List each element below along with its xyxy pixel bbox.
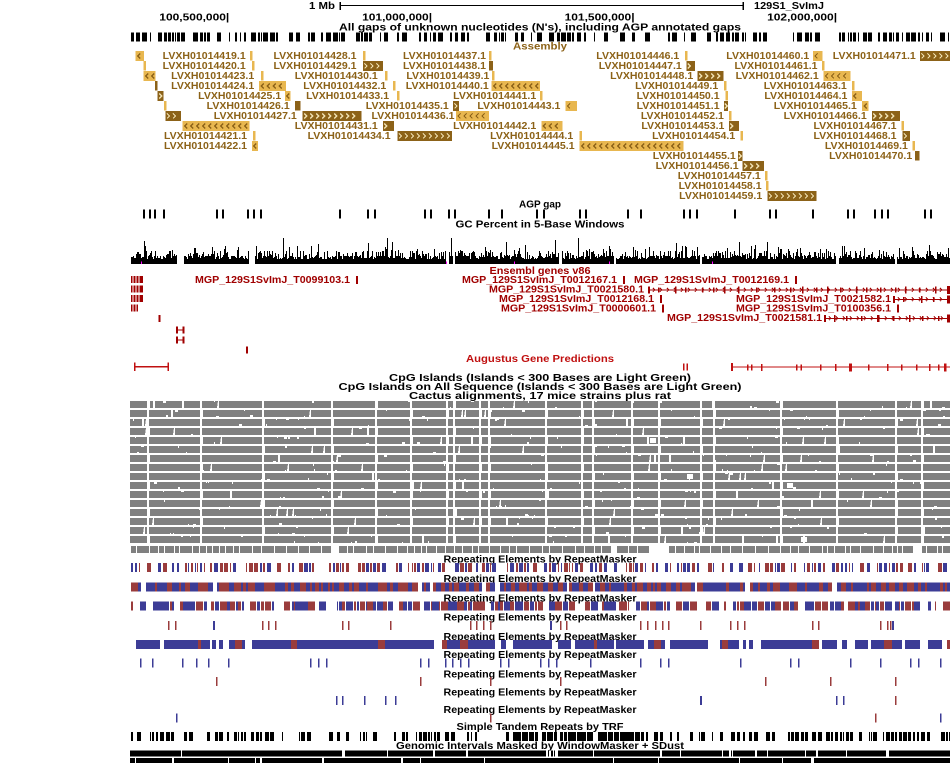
svg-text:CpG Islands (Islands < 300 Bas: CpG Islands (Islands < 300 Bases are Lig… (389, 373, 691, 384)
svg-text:LVXH01014445.1: LVXH01014445.1 (492, 141, 576, 152)
svg-text:LVXH01014452.1: LVXH01014452.1 (641, 111, 725, 122)
svg-text:LVXH01014425.1: LVXH01014425.1 (198, 91, 282, 102)
svg-text:LVXH01014437.1: LVXH01014437.1 (403, 51, 487, 62)
svg-text:LVXH01014431.1: LVXH01014431.1 (295, 121, 379, 132)
svg-text:LVXH01014464.1: LVXH01014464.1 (764, 91, 848, 102)
svg-text:LVXH01014460.1: LVXH01014460.1 (726, 51, 810, 62)
svg-text:CpG Islands on All Sequence (I: CpG Islands on All Sequence (Islands < 3… (339, 382, 742, 393)
svg-text:LVXH01014465.1: LVXH01014465.1 (774, 101, 858, 112)
svg-text:Augustus Gene Predictions: Augustus Gene Predictions (466, 354, 615, 365)
svg-text:Genomic Intervals Masked by Wi: Genomic Intervals Masked by WindowMasker… (396, 741, 685, 752)
svg-text:LVXH01014461.1: LVXH01014461.1 (735, 61, 819, 72)
svg-text:LVXH01014432.1: LVXH01014432.1 (303, 81, 387, 92)
svg-text:LVXH01014430.1: LVXH01014430.1 (295, 71, 379, 82)
svg-text:MGP_129S1SvImJ_T0000601.1: MGP_129S1SvImJ_T0000601.1 (501, 304, 657, 315)
svg-text:MGP_129S1SvImJ_T0012169.1: MGP_129S1SvImJ_T0012169.1 (634, 275, 790, 286)
svg-text:LVXH01014426.1: LVXH01014426.1 (207, 101, 291, 112)
svg-text:LVXH01014458.1: LVXH01014458.1 (679, 181, 763, 192)
svg-text:Repeating Elements by RepeatMa: Repeating Elements by RepeatMasker (444, 632, 637, 643)
svg-text:LVXH01014447.1: LVXH01014447.1 (599, 61, 683, 72)
svg-text:LVXH01014439.1: LVXH01014439.1 (406, 71, 490, 82)
svg-text:MGP_129S1SvImJ_T0021581.1: MGP_129S1SvImJ_T0021581.1 (667, 313, 823, 324)
svg-text:LVXH01014466.1: LVXH01014466.1 (784, 111, 868, 122)
svg-text:LVXH01014453.1: LVXH01014453.1 (641, 121, 725, 132)
svg-text:LVXH01014440.1: LVXH01014440.1 (406, 81, 490, 92)
svg-text:LVXH01014436.1: LVXH01014436.1 (372, 111, 456, 122)
svg-text:AGP gap: AGP gap (519, 200, 561, 211)
svg-text:LVXH01014420.1: LVXH01014420.1 (163, 61, 247, 72)
svg-text:LVXH01014419.1: LVXH01014419.1 (163, 51, 247, 62)
svg-text:LVXH01014467.1: LVXH01014467.1 (814, 121, 898, 132)
svg-text:Simple Tandem Repeats by TRF: Simple Tandem Repeats by TRF (457, 722, 624, 733)
svg-text:LVXH01014454.1: LVXH01014454.1 (652, 131, 736, 142)
svg-text:LVXH01014434.1: LVXH01014434.1 (308, 131, 392, 142)
svg-text:100,500,000|: 100,500,000| (159, 13, 229, 24)
svg-text:LVXH01014470.1: LVXH01014470.1 (829, 151, 913, 162)
svg-text:LVXH01014444.1: LVXH01014444.1 (490, 131, 574, 142)
svg-text:LVXH01014449.1: LVXH01014449.1 (635, 81, 719, 92)
svg-text:LVXH01014462.1: LVXH01014462.1 (736, 71, 820, 82)
svg-text:LVXH01014443.1: LVXH01014443.1 (477, 101, 561, 112)
svg-text:MGP_129S1SvImJ_T0012168.1: MGP_129S1SvImJ_T0012168.1 (499, 294, 655, 305)
svg-text:LVXH01014438.1: LVXH01014438.1 (403, 61, 487, 72)
svg-text:LVXH01014459.1: LVXH01014459.1 (679, 191, 763, 202)
svg-text:Cactus alignments, 17 mice str: Cactus alignments, 17 mice strains plus … (409, 391, 672, 402)
svg-text:101,000,000|: 101,000,000| (362, 13, 432, 24)
svg-text:LVXH01014424.1: LVXH01014424.1 (171, 81, 255, 92)
svg-text:Repeating Elements by RepeatMa: Repeating Elements by RepeatMasker (444, 688, 637, 699)
svg-text:MGP_129S1SvImJ_T0021580.1: MGP_129S1SvImJ_T0021580.1 (489, 285, 645, 296)
svg-text:LVXH01014423.1: LVXH01014423.1 (171, 71, 255, 82)
svg-text:Repeating Elements by RepeatMa: Repeating Elements by RepeatMasker (444, 574, 637, 585)
svg-text:LVXH01014446.1: LVXH01014446.1 (596, 51, 680, 62)
svg-text:GC Percent in 5-Base Windows: GC Percent in 5-Base Windows (456, 220, 626, 231)
svg-text:LVXH01014450.1: LVXH01014450.1 (637, 91, 721, 102)
svg-text:LVXH01014429.1: LVXH01014429.1 (274, 61, 358, 72)
svg-text:MGP_129S1SvImJ_T0012167.1: MGP_129S1SvImJ_T0012167.1 (462, 275, 618, 286)
svg-text:LVXH01014457.1: LVXH01014457.1 (678, 171, 762, 182)
svg-text:MGP_129S1SvImJ_T0021582.1: MGP_129S1SvImJ_T0021582.1 (736, 294, 892, 305)
svg-text:LVXH01014469.1: LVXH01014469.1 (825, 141, 909, 152)
svg-text:Assembly: Assembly (513, 42, 568, 53)
svg-text:LVXH01014448.1: LVXH01014448.1 (610, 71, 694, 82)
svg-text:Repeating Elements by RepeatMa: Repeating Elements by RepeatMasker (444, 594, 637, 605)
svg-text:Repeating Elements by RepeatMa: Repeating Elements by RepeatMasker (444, 705, 637, 716)
svg-text:Repeating Elements by RepeatMa: Repeating Elements by RepeatMasker (444, 555, 637, 566)
svg-text:Ensembl genes v86: Ensembl genes v86 (490, 266, 592, 277)
svg-text:102,000,000|: 102,000,000| (767, 13, 837, 24)
svg-text:LVXH01014471.1: LVXH01014471.1 (833, 51, 917, 62)
svg-text:101,500,000|: 101,500,000| (565, 13, 635, 24)
svg-text:LVXH01014421.1: LVXH01014421.1 (164, 131, 248, 142)
svg-text:Repeating Elements by RepeatMa: Repeating Elements by RepeatMasker (444, 650, 637, 661)
svg-text:129S1_SvImJ: 129S1_SvImJ (754, 1, 824, 12)
svg-text:LVXH01014422.1: LVXH01014422.1 (164, 141, 248, 152)
svg-text:LVXH01014435.1: LVXH01014435.1 (366, 101, 450, 112)
svg-text:1 Mb: 1 Mb (309, 1, 335, 12)
svg-text:LVXH01014451.1: LVXH01014451.1 (637, 101, 721, 112)
svg-text:LVXH01014456.1: LVXH01014456.1 (656, 161, 740, 172)
svg-text:LVXH01014455.1: LVXH01014455.1 (653, 151, 737, 162)
svg-text:LVXH01014428.1: LVXH01014428.1 (274, 51, 358, 62)
svg-text:MGP_129S1SvImJ_T0099103.1: MGP_129S1SvImJ_T0099103.1 (195, 275, 351, 286)
svg-text:MGP_129S1SvImJ_T0100356.1: MGP_129S1SvImJ_T0100356.1 (736, 304, 892, 315)
svg-text:LVXH01014433.1: LVXH01014433.1 (306, 91, 390, 102)
svg-text:LVXH01014441.1: LVXH01014441.1 (453, 91, 537, 102)
svg-text:All gaps of unknown nucleotide: All gaps of unknown nucleotides (N's), i… (339, 23, 742, 34)
svg-text:Repeating Elements by RepeatMa: Repeating Elements by RepeatMasker (444, 613, 637, 624)
svg-text:LVXH01014442.1: LVXH01014442.1 (453, 121, 537, 132)
svg-text:LVXH01014427.1: LVXH01014427.1 (214, 111, 298, 122)
svg-text:LVXH01014463.1: LVXH01014463.1 (764, 81, 848, 92)
svg-text:Repeating Elements by RepeatMa: Repeating Elements by RepeatMasker (444, 670, 637, 681)
svg-text:LVXH01014468.1: LVXH01014468.1 (814, 131, 898, 142)
